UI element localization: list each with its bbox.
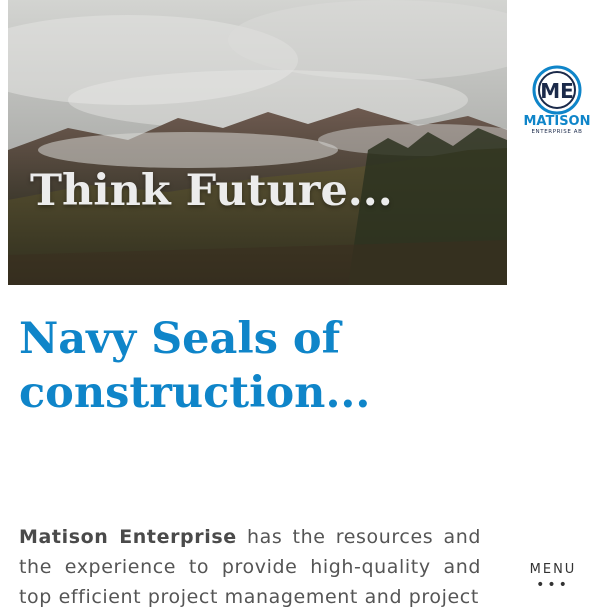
logo-monogram: ME <box>540 79 574 103</box>
logo-name: MATISON <box>524 114 591 129</box>
more-dots-icon: ••• <box>536 577 570 593</box>
menu-button[interactable]: MENU ••• <box>528 562 578 593</box>
intro-paragraph: Matison Enterprise has the resources and… <box>19 522 481 612</box>
hero-banner: Think Future... <box>8 0 507 285</box>
intro-company-name: Matison Enterprise <box>19 526 237 548</box>
menu-label: MENU <box>529 562 577 577</box>
company-logo[interactable]: ME MATISON ENTERPRISE AB <box>522 62 592 136</box>
hero-title: Think Future... <box>30 166 393 216</box>
intro-text: has the resources and the experience to … <box>19 526 481 608</box>
main-heading: Navy Seals of construction... <box>19 314 371 418</box>
logo-subtitle: ENTERPRISE AB <box>531 129 582 135</box>
matison-logo-icon: ME MATISON ENTERPRISE AB <box>524 65 591 135</box>
mountain-landscape-image <box>8 0 507 285</box>
